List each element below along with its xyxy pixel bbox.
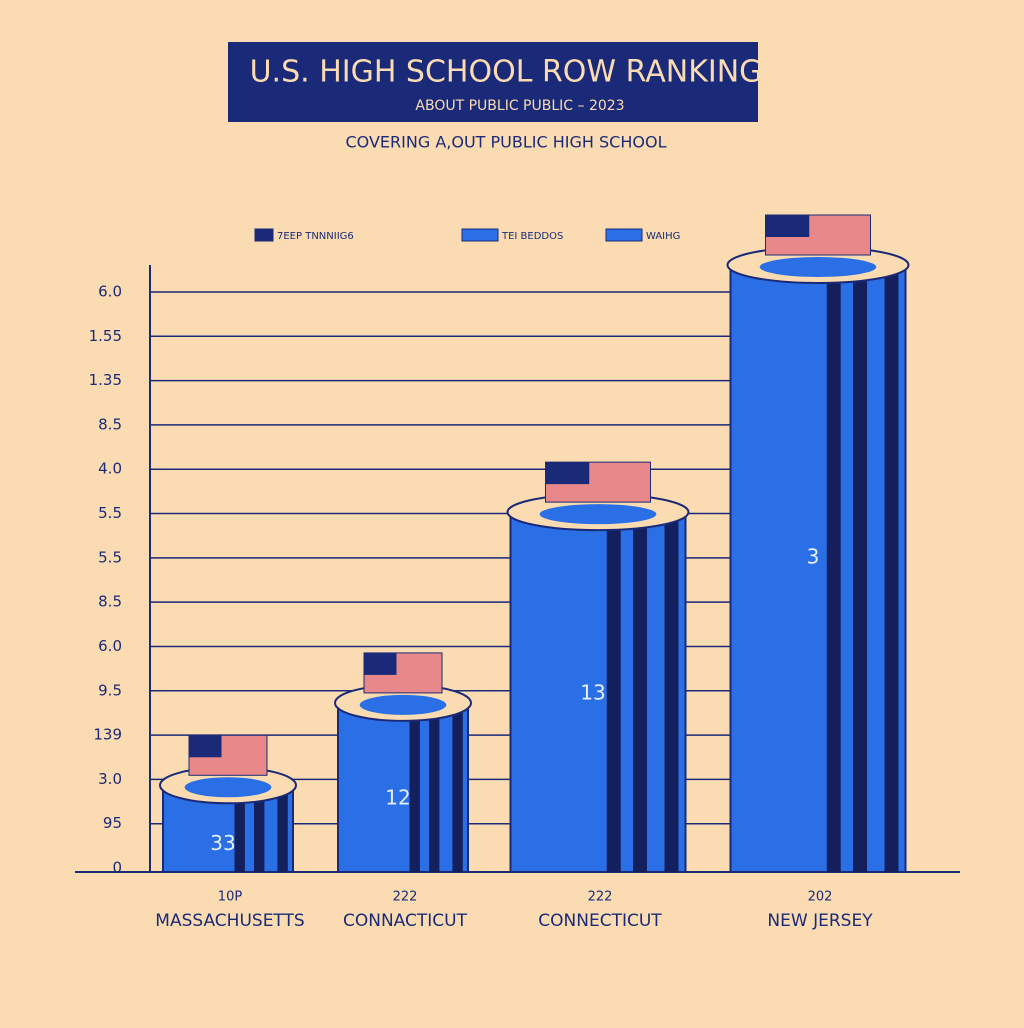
y-axis-label: 5.5 [98, 548, 122, 566]
y-axis-label: 8.5 [98, 415, 122, 433]
bar-stripe [409, 702, 420, 872]
bar-top-inner [539, 504, 657, 525]
bar-stripe [606, 512, 621, 872]
flag-canton [189, 735, 222, 758]
legend-swatch [461, 228, 499, 242]
y-axis-label: 3.0 [98, 770, 122, 788]
category-code: 10P [218, 890, 243, 905]
y-axis-label: 139 [93, 726, 122, 744]
bar [337, 701, 469, 874]
legend-swatch [605, 228, 643, 242]
legend-swatch [254, 228, 274, 242]
bar-top-inner [184, 777, 272, 798]
y-axis-label: 6.0 [98, 283, 122, 301]
y-axis-label: 8.5 [98, 593, 122, 611]
bar-stripe [254, 785, 265, 872]
y-axis-label: 9.5 [98, 681, 122, 699]
y-axis-label: 6.0 [98, 637, 122, 655]
bar-top-inner [759, 257, 877, 277]
bar-label: 3 [807, 545, 820, 569]
x-tick-label: MASSACHUSETTS [155, 911, 304, 931]
category-code: 222 [588, 890, 613, 905]
y-axis-label: 5.5 [98, 504, 122, 522]
bar-stripe [234, 785, 245, 872]
bar-label: 33 [210, 831, 235, 855]
bar-top-inner [359, 694, 447, 715]
bar-stripe [826, 265, 841, 872]
category-code: 222 [393, 890, 418, 905]
y-axis-label: 0 [112, 859, 122, 877]
bar [729, 264, 907, 873]
bar-stripe [884, 265, 899, 872]
chart-title: U.S. HIGH SCHOOL ROW RANKING [250, 55, 763, 90]
x-tick-label: CONNACTICUT [343, 911, 468, 931]
flag-canton [364, 652, 397, 675]
chart-subtitle: ABOUT PUBLIC PUBLIC – 2023 [415, 98, 624, 114]
bar [509, 511, 687, 874]
y-axis-label: 95 [103, 814, 122, 832]
bar-stripe [429, 702, 440, 872]
bar-stripe [633, 512, 647, 872]
category-code: 202 [808, 890, 833, 905]
bar-stripe [452, 702, 463, 872]
legend-label: 7EEP TNNNIIG6 [277, 231, 354, 242]
y-axis-label: 1.35 [89, 371, 122, 389]
x-tick-label: NEW JERSEY [767, 911, 873, 931]
bar-label: 12 [385, 785, 410, 809]
chart-caption: COVERING A,OUT PUBLIC HIGH SCHOOL [346, 133, 667, 152]
flag-canton [765, 215, 810, 237]
y-axis-label: 1.55 [89, 327, 122, 345]
x-tick-label: CONNECTICUT [538, 911, 662, 931]
bar-label: 13 [580, 681, 605, 705]
bar-stripe [664, 512, 679, 872]
legend-label: WAIHG [646, 231, 680, 242]
y-axis-label: 4.0 [98, 460, 122, 478]
bar-stripe [853, 265, 867, 872]
bar-stripe [277, 785, 288, 872]
legend-label: TEI BEDDOS [501, 231, 563, 242]
title-banner [228, 42, 758, 122]
flag-canton [545, 462, 590, 485]
